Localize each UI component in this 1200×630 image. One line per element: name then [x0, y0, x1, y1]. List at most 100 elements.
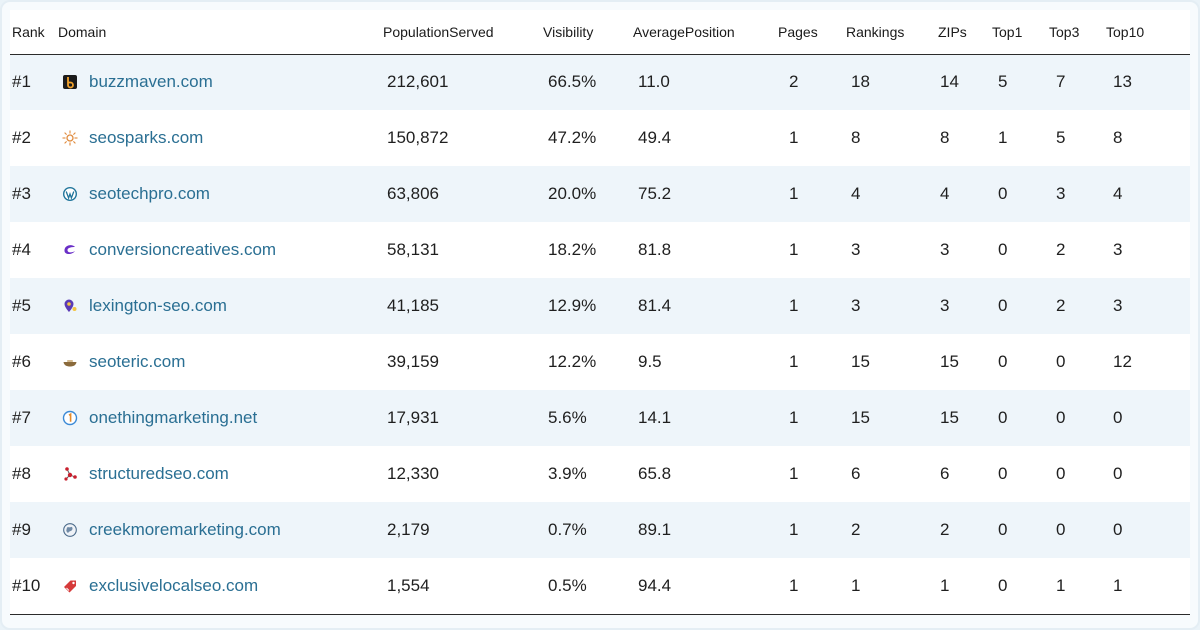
top1-cell: 0: [998, 464, 1008, 483]
top3-cell: 0: [1056, 352, 1066, 371]
visibility-cell: 0.7%: [548, 520, 587, 539]
population-served-cell: 63,806: [387, 184, 439, 203]
buzzmaven-logo-icon: [62, 74, 78, 90]
visibility-cell: 47.2%: [548, 128, 597, 147]
tag-icon: [62, 578, 78, 594]
domain-link[interactable]: buzzmaven.com: [89, 72, 213, 92]
domain-link[interactable]: onethingmarketing.net: [89, 408, 258, 427]
domain-link[interactable]: exclusivelocalseo.com: [89, 575, 259, 595]
rank-cell: #6: [12, 352, 31, 371]
average-position-cell: 11.0: [638, 72, 670, 92]
rankings-table: Rank Domain PopulationServed Visibility …: [10, 10, 1190, 615]
population-served-cell: 58,131: [387, 240, 439, 259]
bowl-icon: [62, 354, 78, 370]
domain-cell: conversioncreatives.com: [58, 222, 383, 278]
visibility-cell: 5.6%: [548, 408, 587, 427]
header-average-position[interactable]: AveragePosition: [633, 10, 778, 55]
top3-cell: 0: [1056, 408, 1066, 427]
pages-cell: 1: [789, 184, 799, 203]
pages-cell: 2: [789, 72, 799, 92]
rankings-cell: 1: [846, 558, 938, 615]
header-rankings[interactable]: Rankings: [846, 10, 938, 55]
population-served-cell: 2,179: [387, 520, 430, 539]
top3-cell: 2: [1056, 240, 1066, 259]
visibility-cell: 12.2%: [548, 352, 597, 371]
header-rank[interactable]: Rank: [10, 10, 58, 55]
pages-cell: 1: [789, 464, 799, 483]
population-served-cell: 1,554: [383, 558, 543, 615]
average-position-cell: 65.8: [638, 464, 672, 483]
domain-cell: seoteric.com: [58, 334, 383, 390]
rank-cell: #10: [10, 558, 58, 615]
table-row: #1 buzzmaven.com 212,601 66.5% 11.0 2 18…: [10, 54, 1190, 110]
top10-cell: 0: [1113, 408, 1123, 427]
header-top3[interactable]: Top3: [1049, 10, 1106, 55]
domain-link[interactable]: lexington-seo.com: [89, 296, 227, 315]
domain-cell: exclusivelocalseo.com: [58, 558, 383, 615]
top3-cell: 7: [1056, 72, 1066, 92]
pages-cell: 1: [789, 520, 799, 539]
zips-cell: 15: [940, 352, 959, 371]
circle-one-icon: [62, 410, 78, 426]
average-position-cell: 14.1: [638, 408, 672, 427]
domain-link[interactable]: seotechpro.com: [89, 184, 210, 203]
header-domain[interactable]: Domain: [58, 10, 383, 55]
domain-link[interactable]: seoteric.com: [89, 352, 186, 371]
average-position-cell: 75.2: [638, 184, 672, 203]
rankings-cell: 15: [851, 408, 870, 427]
domain-cell: seosparks.com: [58, 110, 383, 166]
header-visibility[interactable]: Visibility: [543, 10, 633, 55]
top3-cell: 2: [1056, 296, 1066, 315]
header-zips[interactable]: ZIPs: [938, 10, 992, 55]
top10-cell: 0: [1113, 520, 1123, 539]
top3-cell: 3: [1056, 184, 1066, 203]
swirl-c-icon: [62, 242, 78, 258]
domain-cell: buzzmaven.com: [58, 54, 383, 110]
rankings-cell: 15: [851, 352, 870, 371]
rank-cell: #4: [12, 240, 31, 259]
zips-cell: 4: [940, 184, 950, 203]
top3-cell: 0: [1056, 464, 1066, 483]
table-row: #8 structuredseo.com 12,330 3.9% 65.8 1 …: [10, 446, 1190, 502]
top1-cell: 0: [998, 184, 1008, 203]
visibility-cell: 12.9%: [548, 296, 597, 315]
header-top1[interactable]: Top1: [992, 10, 1049, 55]
rankings-cell: 6: [851, 464, 861, 483]
domain-link[interactable]: conversioncreatives.com: [89, 240, 277, 259]
visibility-cell: 20.0%: [548, 184, 597, 203]
table-body: #1 buzzmaven.com 212,601 66.5% 11.0 2 18…: [10, 54, 1190, 615]
top10-cell: 8: [1113, 128, 1123, 147]
rank-cell: #8: [12, 464, 31, 483]
top10-cell: 1: [1106, 558, 1190, 615]
visibility-cell: 0.5%: [543, 558, 633, 615]
top1-cell: 0: [998, 352, 1008, 371]
top3-cell: 5: [1056, 128, 1066, 147]
top10-cell: 3: [1113, 296, 1123, 315]
domain-link[interactable]: seosparks.com: [89, 128, 204, 147]
pages-cell: 1: [789, 128, 799, 147]
top10-cell: 3: [1113, 240, 1123, 259]
top1-cell: 1: [998, 128, 1008, 147]
rank-cell: #1: [12, 72, 31, 92]
visibility-cell: 3.9%: [548, 464, 587, 483]
population-served-cell: 212,601: [387, 72, 449, 92]
top3-cell: 0: [1056, 520, 1066, 539]
rank-cell: #5: [12, 296, 31, 315]
domain-link[interactable]: structuredseo.com: [89, 464, 229, 483]
top1-cell: 0: [998, 520, 1008, 539]
average-position-cell: 94.4: [633, 558, 778, 615]
domain-link[interactable]: creekmoremarketing.com: [89, 520, 281, 539]
zips-cell: 1: [938, 558, 992, 615]
zips-cell: 14: [940, 72, 959, 92]
visibility-cell: 18.2%: [548, 240, 597, 259]
population-served-cell: 150,872: [387, 128, 449, 147]
domain-cell: lexington-seo.com: [58, 278, 383, 334]
domain-cell: seotechpro.com: [58, 166, 383, 222]
domain-cell: structuredseo.com: [58, 446, 383, 502]
header-pages[interactable]: Pages: [778, 10, 846, 55]
header-population-served[interactable]: PopulationServed: [383, 10, 543, 55]
zips-cell: 3: [940, 240, 950, 259]
header-top10[interactable]: Top10: [1106, 10, 1190, 55]
domain-cell: creekmoremarketing.com: [58, 502, 383, 558]
sun-spark-icon: [62, 130, 78, 146]
